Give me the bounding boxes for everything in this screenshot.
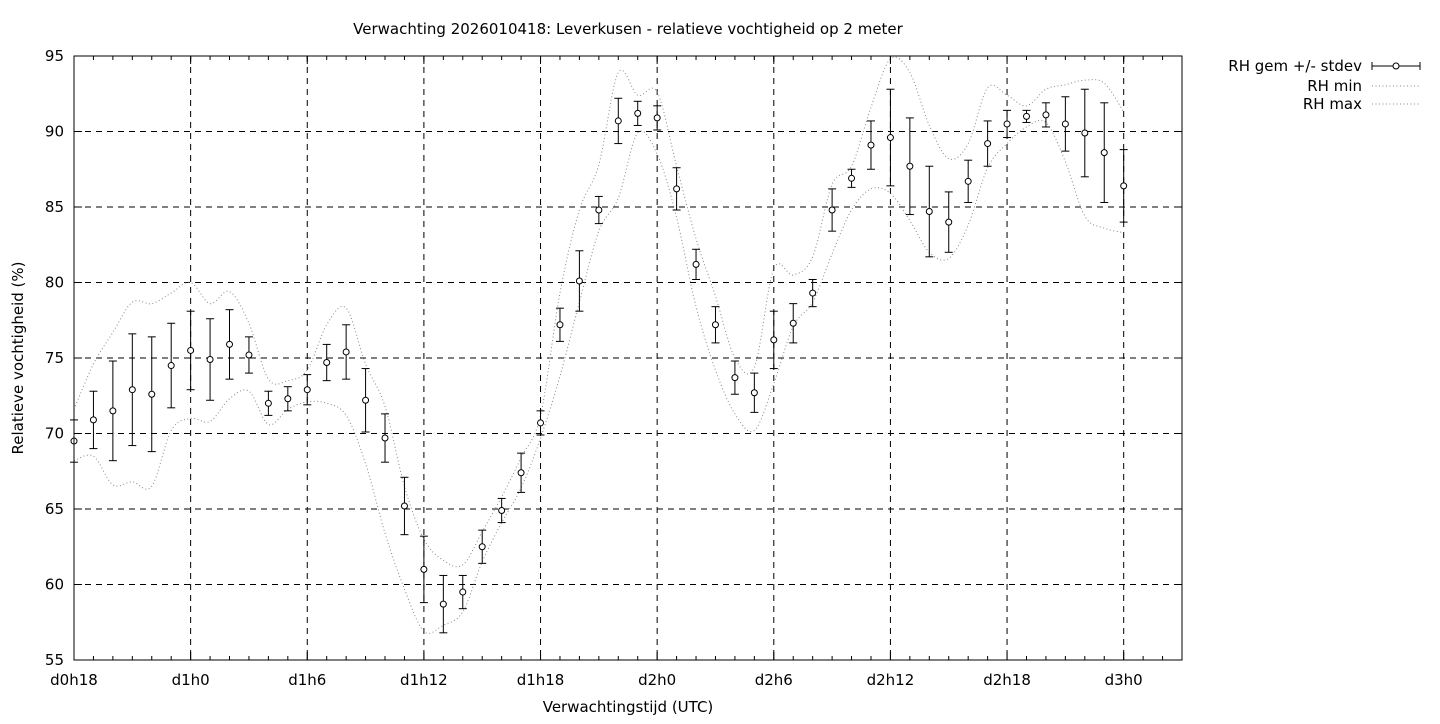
data-point [323, 359, 331, 367]
data-point [517, 469, 525, 477]
grid-layer [73, 56, 1182, 660]
series-line-rh-min [73, 119, 1124, 634]
data-point [1120, 182, 1128, 190]
x-tick-label: d2h6 [755, 671, 793, 689]
data-point [303, 386, 311, 394]
legend-label: RH max [1303, 95, 1362, 113]
data-point [148, 390, 156, 398]
data-point [459, 588, 467, 596]
x-tick-label: d1h0 [172, 671, 210, 689]
x-tick-label: d1h12 [400, 671, 448, 689]
data-point [595, 206, 603, 214]
data-point [1022, 112, 1030, 120]
axis-layer: 55 60 65 70 75 80 85 90 95 d0h18 d1h0 d1h6 d1h12 d1h1… [45, 47, 1183, 689]
plot-frame [73, 55, 1183, 661]
data-point [187, 346, 195, 354]
y-tick-label: 65 [45, 500, 64, 518]
data-point [809, 289, 817, 297]
data-point [537, 419, 545, 427]
data-point [575, 277, 583, 285]
data-point [1061, 120, 1069, 128]
y-tick-label: 70 [45, 425, 64, 443]
data-point [673, 185, 681, 193]
data-point [109, 407, 117, 415]
y-tick-label: 95 [45, 47, 64, 65]
y-tick-label: 90 [45, 123, 64, 141]
legend-swatch-point [1392, 62, 1400, 70]
data-point [750, 389, 758, 397]
data-point [984, 140, 992, 148]
data-point [89, 416, 97, 424]
data-point [362, 396, 370, 404]
x-tick-label: d1h18 [517, 671, 565, 689]
data-point [245, 351, 253, 359]
y-tick-label: 55 [45, 651, 64, 669]
x-tick-label: d2h18 [983, 671, 1031, 689]
y-tick-label: 60 [45, 576, 64, 594]
data-point [711, 321, 719, 329]
data-point [128, 386, 136, 394]
y-tick-label: 80 [45, 274, 64, 292]
x-tick-label: d2h12 [867, 671, 915, 689]
data-point [1003, 120, 1011, 128]
data-point [439, 600, 447, 608]
data-point [848, 174, 856, 182]
data-point [945, 218, 953, 226]
data-point [381, 434, 389, 442]
data-point [1100, 149, 1108, 157]
data-point [342, 348, 350, 356]
data-point [1081, 129, 1089, 137]
legend-label: RH min [1307, 77, 1362, 95]
data-point [925, 208, 933, 216]
data-point [614, 117, 622, 125]
y-tick-label: 85 [45, 198, 64, 216]
data-point [731, 374, 739, 382]
data-point [400, 502, 408, 510]
series-line-rh-max [73, 56, 1125, 568]
chart-title: Verwachting 2026010418: Leverkusen - rel… [353, 20, 904, 38]
legend-label: RH gem +/- stdev [1228, 57, 1362, 75]
data-point [226, 340, 234, 348]
data-point [906, 162, 914, 170]
data-point [770, 336, 778, 344]
data-point [692, 260, 700, 268]
data-point [653, 114, 661, 122]
series-layer [70, 56, 1128, 634]
x-tick-label: d1h6 [288, 671, 326, 689]
y-axis-label: Relatieve vochtigheid (%) [9, 261, 27, 454]
data-point [1042, 111, 1050, 119]
data-point [634, 109, 642, 117]
data-point [789, 319, 797, 327]
data-point [284, 395, 292, 403]
data-point [886, 134, 894, 142]
x-axis-label: Verwachtingstijd (UTC) [543, 698, 714, 716]
data-point [206, 356, 214, 364]
data-point [498, 507, 506, 515]
data-point [828, 206, 836, 214]
data-point [264, 399, 272, 407]
data-point [867, 141, 875, 149]
data-point [478, 543, 486, 551]
data-point [964, 177, 972, 185]
data-point [167, 362, 175, 370]
data-point [556, 321, 564, 329]
y-tick-label: 75 [45, 349, 64, 367]
x-tick-label: d0h18 [50, 671, 98, 689]
data-point [420, 565, 428, 573]
x-tick-label: d2h0 [638, 671, 676, 689]
x-tick-label: d3h0 [1105, 671, 1143, 689]
